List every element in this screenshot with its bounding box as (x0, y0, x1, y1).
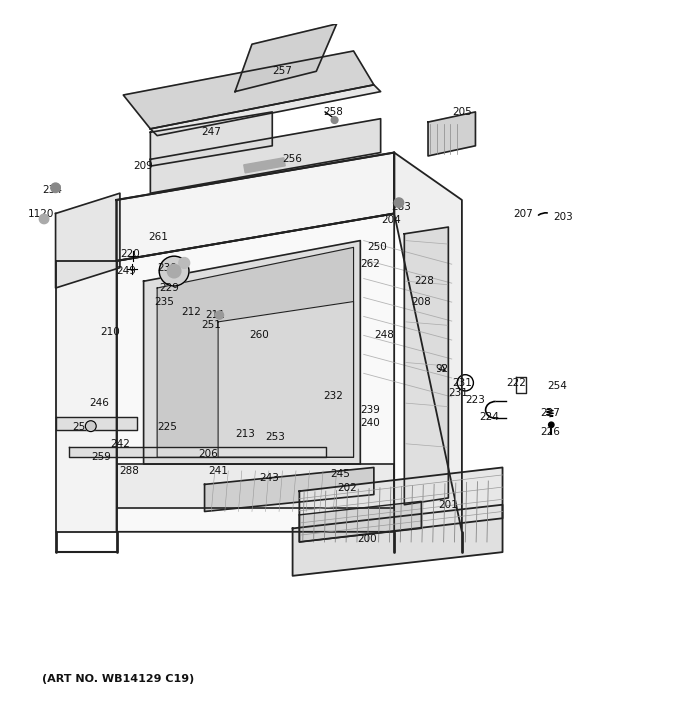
Polygon shape (69, 447, 326, 457)
Polygon shape (116, 213, 394, 532)
Text: 229: 229 (159, 283, 180, 293)
Text: 231: 231 (449, 388, 469, 398)
Polygon shape (218, 302, 354, 457)
Text: 249: 249 (117, 266, 137, 276)
Text: 239: 239 (360, 405, 380, 415)
Polygon shape (405, 227, 448, 505)
Text: 258: 258 (323, 107, 343, 117)
Circle shape (51, 183, 61, 193)
Text: 250: 250 (367, 242, 387, 252)
Text: 224: 224 (479, 412, 499, 422)
Text: 207: 207 (513, 209, 532, 218)
Text: 262: 262 (360, 260, 380, 269)
Text: 261: 261 (148, 232, 169, 242)
Circle shape (86, 420, 96, 431)
Circle shape (549, 422, 554, 428)
Text: 248: 248 (374, 331, 394, 341)
Circle shape (216, 311, 224, 319)
Circle shape (394, 198, 404, 207)
Polygon shape (116, 464, 394, 508)
Text: 202: 202 (337, 483, 356, 493)
Text: 255: 255 (73, 422, 92, 432)
Polygon shape (205, 468, 374, 512)
Text: 226: 226 (540, 426, 560, 436)
Polygon shape (299, 468, 503, 542)
Text: 210: 210 (100, 327, 120, 337)
Text: 253: 253 (266, 432, 286, 442)
Text: 227: 227 (540, 408, 560, 418)
Text: 209: 209 (134, 161, 154, 171)
Text: 251: 251 (201, 320, 221, 331)
Polygon shape (56, 417, 137, 430)
Text: 246: 246 (90, 398, 109, 408)
Text: 231: 231 (452, 378, 472, 388)
Text: 241: 241 (208, 466, 228, 476)
Text: (ART NO. WB14129 C19): (ART NO. WB14129 C19) (42, 674, 194, 684)
Text: 247: 247 (201, 128, 221, 137)
Text: 243: 243 (259, 473, 279, 483)
Text: 232: 232 (323, 392, 343, 402)
Circle shape (167, 265, 181, 278)
Polygon shape (116, 152, 394, 261)
Text: 211: 211 (205, 310, 224, 320)
Text: 259: 259 (92, 452, 112, 463)
Circle shape (159, 256, 189, 286)
Text: 223: 223 (466, 394, 486, 405)
Text: 225: 225 (157, 422, 177, 432)
Polygon shape (143, 241, 360, 464)
Polygon shape (123, 51, 374, 129)
Polygon shape (394, 152, 462, 532)
Text: 235: 235 (154, 297, 174, 307)
Text: 256: 256 (283, 154, 303, 165)
Circle shape (39, 214, 49, 224)
Text: 205: 205 (452, 107, 472, 117)
Text: 208: 208 (411, 297, 431, 307)
Polygon shape (428, 112, 475, 156)
Text: 260: 260 (249, 331, 269, 341)
Text: 212: 212 (181, 307, 201, 317)
Text: 206: 206 (198, 449, 218, 459)
Text: 213: 213 (235, 428, 255, 439)
Circle shape (331, 117, 338, 123)
Polygon shape (150, 119, 381, 193)
Text: 220: 220 (120, 249, 140, 259)
Polygon shape (292, 505, 503, 576)
Text: 242: 242 (110, 439, 130, 449)
Text: 257: 257 (273, 66, 292, 76)
Text: 222: 222 (506, 378, 526, 388)
Text: 245: 245 (330, 469, 350, 479)
Circle shape (179, 257, 190, 268)
Polygon shape (299, 501, 422, 542)
Text: 1120: 1120 (27, 209, 54, 218)
Polygon shape (157, 247, 354, 457)
Text: 234: 234 (42, 185, 62, 195)
Bar (243, 158, 285, 173)
Polygon shape (56, 193, 120, 288)
Text: 240: 240 (360, 418, 380, 428)
Text: 230: 230 (158, 262, 177, 273)
Text: 203: 203 (554, 212, 573, 222)
Polygon shape (235, 24, 337, 91)
Polygon shape (56, 261, 116, 532)
Text: 254: 254 (547, 381, 566, 392)
Text: 200: 200 (357, 534, 377, 544)
Text: 92: 92 (435, 364, 448, 374)
Text: 201: 201 (439, 500, 458, 510)
Polygon shape (150, 85, 381, 136)
Polygon shape (150, 112, 272, 166)
Text: 288: 288 (119, 466, 139, 476)
Text: 283: 283 (391, 202, 411, 212)
Text: 228: 228 (415, 276, 435, 286)
Text: 204: 204 (381, 215, 401, 225)
